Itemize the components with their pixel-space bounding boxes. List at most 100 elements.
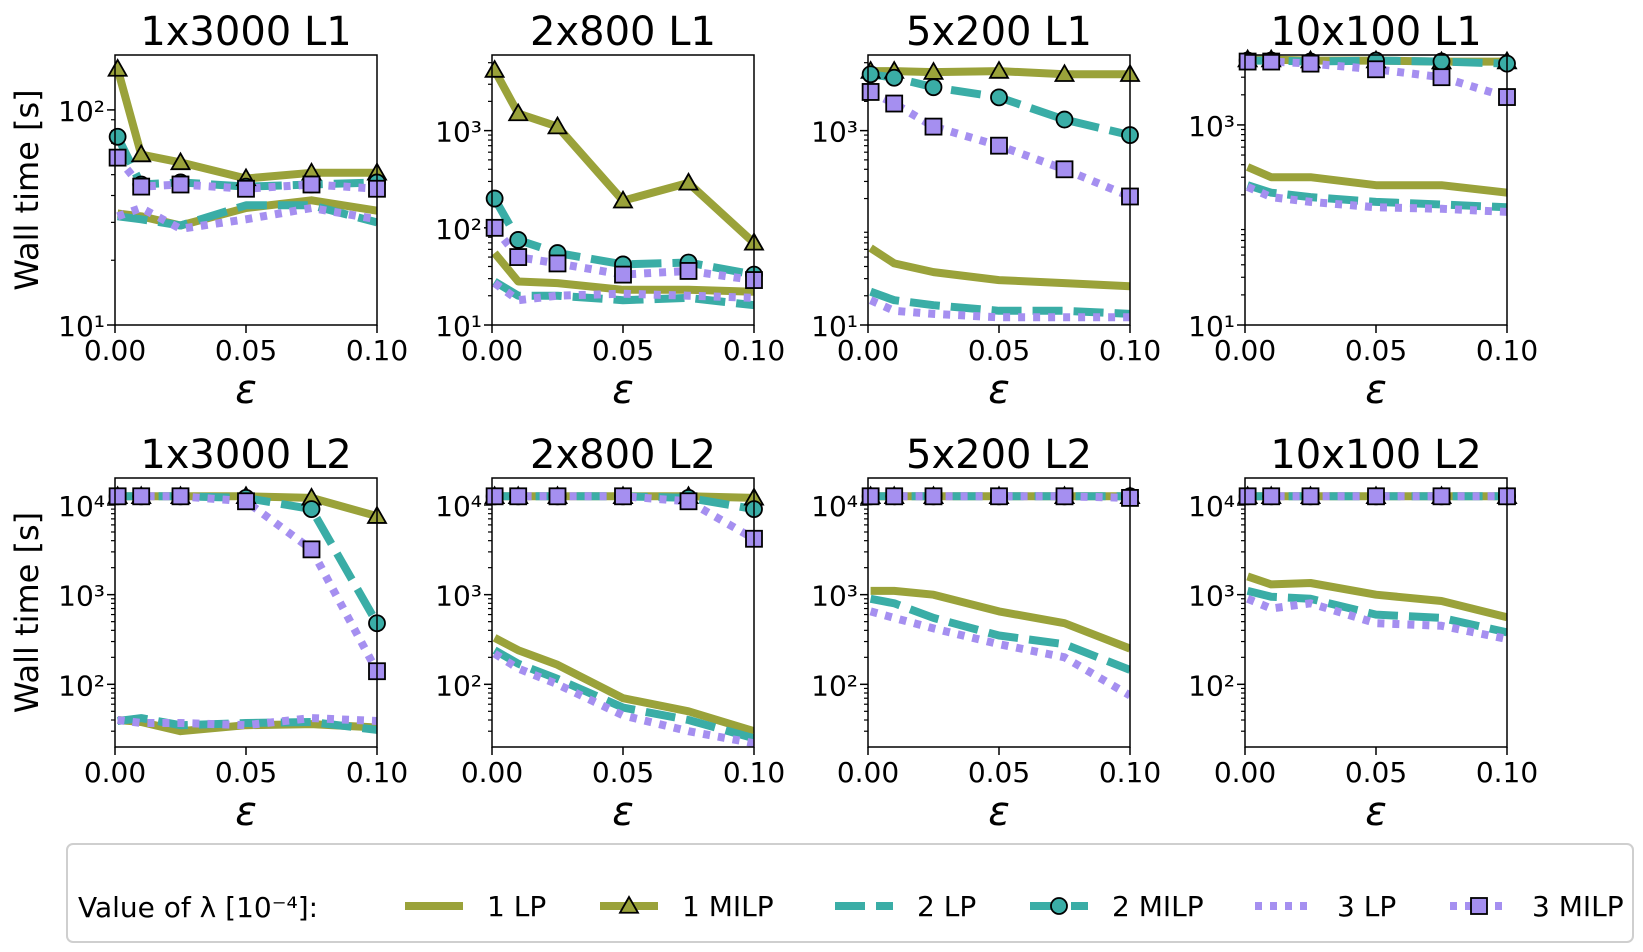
y-axis-label: Wall time [s]	[8, 89, 46, 290]
marker-s1milp	[546, 115, 569, 135]
marker-s1milp	[612, 189, 634, 209]
x-tick-label: 0.10	[346, 756, 408, 789]
marker-s3milp	[1262, 487, 1281, 506]
x-tick-label: 0.10	[723, 756, 785, 789]
marker-s3milp	[1301, 54, 1320, 73]
marker-s2milp	[990, 88, 1008, 107]
y-tick-label: 10³	[1188, 580, 1235, 613]
marker-s3milp	[990, 136, 1008, 155]
series-line-s2milp	[492, 196, 754, 279]
marker-s2milp	[1055, 110, 1074, 129]
marker-s2milp	[108, 127, 127, 146]
series-line-s1milp	[115, 67, 377, 183]
series-line-s3lp	[492, 279, 754, 305]
marker-s3milp	[1055, 487, 1074, 506]
x-axis-label: ε	[235, 789, 257, 835]
subplot-10x100-l2: 10x100 L2 10² 10³ 10⁴ 0.00 0.05 0.10 ε	[1188, 432, 1538, 835]
subplot-5x200-l1: 5x200 L1 10¹ 10³ 0.00 0.05 0.10 ε	[811, 9, 1161, 413]
y-tick-label: 10⁴	[811, 490, 858, 523]
marker-s3milp	[1238, 487, 1257, 506]
marker-s3milp	[1432, 68, 1451, 87]
series-line-s1lp	[1246, 163, 1507, 197]
marker-s1milp	[988, 60, 1010, 79]
series-line-s3lp	[492, 650, 754, 747]
x-axis-label: ε	[988, 789, 1010, 835]
subplot-title: 1x3000 L2	[140, 432, 351, 478]
legend-label-s3lp: 3 LP	[1337, 890, 1396, 923]
subplot-title: 10x100 L2	[1270, 432, 1481, 478]
y-tick-label: 10¹	[58, 310, 105, 343]
x-tick-label: 0.05	[215, 334, 277, 367]
series-line-s3lp	[869, 607, 1130, 699]
marker-s3milp	[861, 83, 880, 101]
axes-frame	[491, 477, 755, 748]
x-tick-label: 0.10	[1476, 756, 1538, 789]
series-line-s2lp	[1246, 587, 1507, 637]
series-line-s3lp	[116, 204, 377, 233]
plot-area	[117, 492, 377, 736]
x-tick-label: 0.05	[215, 756, 277, 789]
plot-area	[115, 67, 377, 233]
series-line-s2lp	[492, 646, 754, 743]
marker-s3milp	[1432, 487, 1451, 506]
x-tick-label: 0.05	[592, 756, 654, 789]
marker-s3milp	[548, 487, 567, 506]
subplot-title: 1x3000 L1	[140, 9, 351, 55]
marker-s1milp	[677, 172, 700, 191]
legend-title: Value of λ [10⁻⁴]:	[78, 891, 318, 924]
series-line-s3milp	[117, 492, 377, 674]
marker-s3milp	[548, 254, 567, 273]
y-tick-label: 10⁴	[58, 490, 105, 523]
marker-s1milp	[130, 143, 152, 163]
marker-s3milp	[924, 117, 943, 136]
y-tick-label: 10³	[58, 580, 105, 613]
plot-area	[869, 492, 1130, 699]
y-tick-label: 10¹	[435, 310, 482, 343]
y-tick-label: 10²	[1188, 669, 1235, 702]
series-line-s1lp	[492, 634, 754, 736]
series-line-s1lp	[492, 250, 754, 296]
marker-s3milp	[924, 487, 943, 506]
marker-s1milp	[1053, 63, 1076, 82]
legend-label-s1milp: 1 MILP	[682, 890, 774, 923]
marker-s3milp	[679, 262, 698, 280]
y-tick-label: 10¹	[811, 310, 858, 343]
plot-area	[1246, 55, 1507, 216]
x-tick-label: 0.00	[84, 756, 146, 789]
x-axis-label: ε	[988, 367, 1010, 413]
x-tick-label: 0.00	[84, 334, 146, 367]
marker-s3milp	[237, 179, 255, 198]
marker-s3milp	[171, 175, 190, 194]
series-line-s1milp	[492, 68, 754, 246]
marker-s3milp	[679, 492, 698, 511]
x-tick-label: 0.00	[837, 334, 899, 367]
x-axis-label: ε	[612, 789, 634, 835]
legend-marker-s2milp	[1050, 897, 1068, 915]
subplot-title: 5x200 L1	[906, 9, 1092, 55]
marker-s3milp	[237, 492, 255, 511]
marker-s3milp	[108, 487, 127, 506]
plot-area	[1246, 492, 1507, 643]
marker-s3milp	[108, 148, 127, 167]
marker-s3milp	[614, 265, 632, 284]
y-tick-label: 10³	[811, 116, 858, 149]
subplot-1x3000-l1: 1x3000 L1 10¹ 10² 0.00 0.05 0.10 ε Wall time [s…	[8, 9, 408, 413]
axes-frame	[491, 54, 755, 326]
legend-marker-s1milp	[618, 895, 640, 914]
legend-label-s3milp: 3 MILP	[1532, 890, 1624, 923]
subplot-title: 10x100 L1	[1270, 9, 1481, 55]
y-axis-label: Wall time [s]	[8, 512, 46, 713]
x-tick-label: 0.00	[1214, 334, 1276, 367]
y-tick-label: 10⁴	[1188, 490, 1235, 523]
x-tick-label: 0.05	[592, 334, 654, 367]
axes-frame	[114, 54, 378, 326]
x-tick-label: 0.10	[1476, 334, 1538, 367]
series-line-s3lp	[1246, 595, 1507, 643]
y-tick-label: 10²	[435, 669, 482, 702]
marker-s2milp	[302, 500, 321, 518]
legend-box	[66, 843, 1634, 943]
y-tick-label: 10²	[811, 669, 858, 702]
marker-s2milp	[885, 68, 904, 87]
x-axis-label: ε	[1365, 367, 1387, 413]
x-axis-label: ε	[235, 367, 257, 413]
